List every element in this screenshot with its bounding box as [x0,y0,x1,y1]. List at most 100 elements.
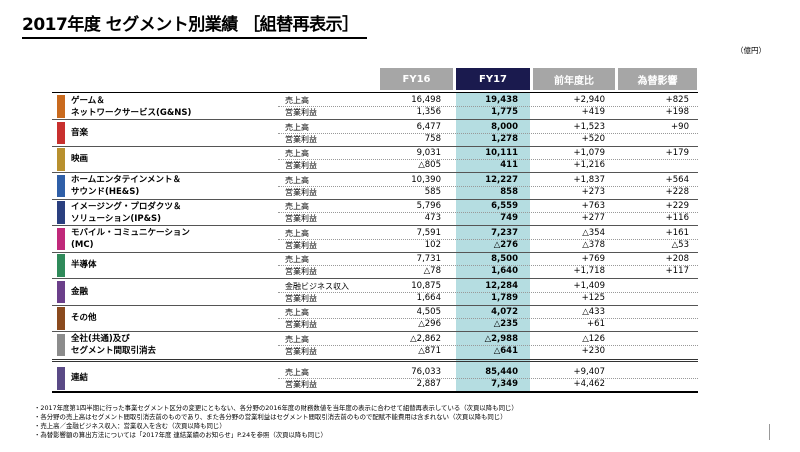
metric-label: 営業利益 [285,214,317,224]
segment-name: イメージング・プロダクツ＆ [71,201,182,212]
yoy-change: △354 [582,227,605,238]
segment-color-bar [57,307,65,330]
fx-impact: +564 [665,174,689,185]
yoy-change: △378 [582,239,605,250]
fy16-value: 7,591 [416,227,441,238]
yoy-change: △126 [582,333,605,344]
fy17-value: 8,500 [491,254,518,264]
fy17-value: 1,640 [491,266,518,277]
page-edge-mark [769,424,770,440]
segment-color-bar [57,174,65,197]
segment-color-bar [57,148,65,171]
segment-name-line2: サウンド(HE&S) [71,187,140,197]
metric-label: 営業利益 [285,293,317,303]
fy16-value: 1,356 [416,107,441,118]
yoy-change: +1,409 [573,280,605,291]
segment-name: 金融 [71,286,89,297]
header-fx-impact: 為替影響 [618,68,697,90]
fy16-value: 2,887 [416,379,441,390]
fy17-value: 19,438 [485,95,518,105]
metric-label: 売上高 [285,228,309,238]
segment-name: 映画 [71,154,89,164]
fy16-value: △296 [418,319,441,330]
metric-label: 営業利益 [285,161,317,171]
yoy-change: +1,216 [573,160,605,171]
row-mid-divider [278,238,698,240]
fy17-value: 4,072 [491,307,518,317]
metric-label: 売上高 [285,175,309,185]
fy17-value: 1,775 [491,107,518,118]
table-top-rule [52,91,698,93]
fy16-value: △2,862 [410,333,441,344]
fx-impact: +228 [665,186,689,197]
row-divider [52,225,698,226]
fy16-value: 758 [424,133,441,144]
fy16-value: △805 [418,160,441,171]
fy16-value: △78 [423,266,441,277]
fx-impact: △53 [671,239,689,250]
segment-color-bar [57,121,65,144]
page-title: 2017年度 セグメント別業績 ［組替再表示］ [22,15,359,35]
metric-label: 売上高 [285,334,309,344]
header-fy16: FY16 [380,68,453,90]
footnote: 売上高／金融ビジネス収入：営業収入を含む（次頁以降も同じ） [34,422,518,431]
title-underline [22,37,367,39]
metric-label: 営業利益 [285,240,317,250]
segment-name: その他 [71,313,97,323]
fy17-value: 858 [500,186,518,197]
fy16-value: △871 [418,345,441,356]
segment-color-bar [57,95,65,118]
fy17-value: △276 [493,239,518,250]
row-mid-divider [278,132,698,134]
row-mid-divider [278,318,698,320]
fy17-value: 749 [500,213,518,224]
yoy-change: +9,407 [573,367,605,377]
row-mid-divider [278,344,698,346]
segment-name: 全社(共通)及び [71,334,130,344]
fy17-value: 411 [500,160,518,171]
segment-color-bar [57,254,65,277]
fy17-value: 1,278 [491,133,518,144]
table-bottom-rule [52,391,698,393]
yoy-change: +2,940 [573,95,605,105]
yoy-change: +230 [581,345,605,356]
fx-impact: +208 [665,254,689,264]
metric-label: 営業利益 [285,108,317,118]
yoy-change: +4,462 [573,379,605,390]
fx-impact: +229 [665,201,689,211]
fy16-value: 10,390 [411,174,441,185]
segment-name: モバイル・コミュニケーション [71,228,190,238]
segment-name-line2: (MC) [71,240,94,250]
fy17-value: 7,349 [491,379,518,390]
yoy-change: +1,718 [573,266,605,277]
segment-name: ゲーム＆ [71,95,105,106]
fy16-value: 9,031 [416,148,441,158]
fy17-value: 7,237 [491,227,518,238]
fx-impact: +161 [665,227,689,238]
row-divider [52,251,698,253]
fx-impact: +179 [665,148,689,158]
yoy-change: +1,837 [573,174,605,185]
fy17-value: △235 [493,319,518,330]
fy16-value: 473 [424,213,441,224]
yoy-change: +520 [581,133,605,144]
metric-label: 営業利益 [285,320,317,330]
yoy-change: +125 [581,292,605,303]
row-divider [52,331,698,332]
yoy-change: +1,079 [573,148,605,158]
unit-label: （億円） [736,46,766,55]
fy16-value: 76,033 [411,367,441,377]
fy16-value: 7,731 [416,254,441,264]
metric-label: 売上高 [285,255,309,264]
row-mid-divider [278,265,698,267]
row-mid-divider [278,378,698,380]
fy17-value: 8,000 [491,121,518,132]
fy17-value: △641 [493,345,518,356]
fy17-value: △2,988 [484,333,518,344]
segment-name: 半導体 [71,260,97,270]
metric-label: 営業利益 [285,346,317,356]
fx-impact: +117 [665,266,689,277]
fx-impact: +90 [671,121,689,132]
yoy-change: +763 [581,201,605,211]
yoy-change: +277 [581,213,605,224]
